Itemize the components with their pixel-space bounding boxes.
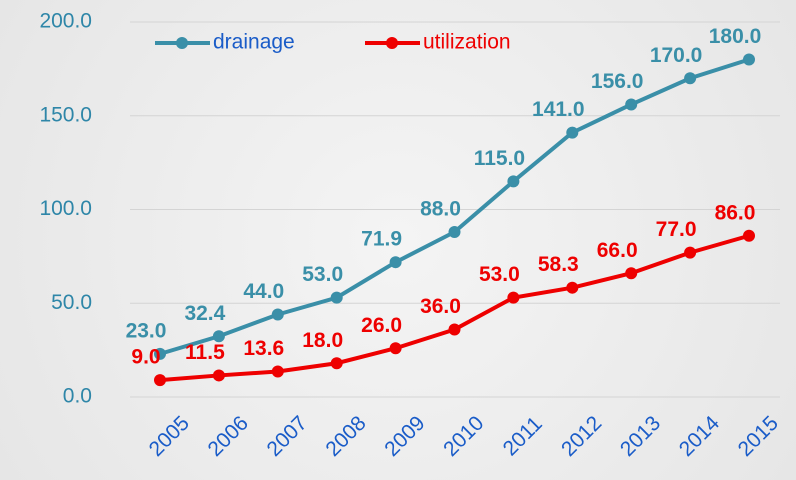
marker <box>625 267 638 280</box>
marker <box>566 281 579 294</box>
x-tick-label: 2013 <box>616 412 665 461</box>
data-label: 23.0 <box>126 319 167 342</box>
marker <box>566 126 579 139</box>
x-tick-label: 2005 <box>145 412 194 461</box>
legend-marker <box>176 37 188 49</box>
marker <box>212 330 225 343</box>
marker <box>684 246 697 259</box>
y-tick-label: 50.0 <box>51 291 92 314</box>
marker <box>684 72 697 85</box>
legend-label: drainage <box>213 31 295 54</box>
data-label: 66.0 <box>597 239 638 262</box>
y-tick-label: 0.0 <box>63 385 92 408</box>
data-label: 9.0 <box>131 346 160 369</box>
data-label: 18.0 <box>302 329 343 352</box>
data-label: 53.0 <box>479 263 520 286</box>
marker <box>154 374 166 387</box>
marker <box>743 53 755 66</box>
data-label: 88.0 <box>420 198 461 221</box>
x-tick-label: 2009 <box>380 412 429 461</box>
data-label: 13.6 <box>243 337 284 360</box>
data-label: 86.0 <box>715 201 756 224</box>
y-tick-label: 150.0 <box>39 103 92 126</box>
marker <box>507 291 520 304</box>
x-tick-label: 2007 <box>262 412 311 461</box>
marker <box>448 323 461 336</box>
data-label: 53.0 <box>302 263 343 286</box>
marker <box>743 229 755 242</box>
legend-label: utilization <box>423 31 511 54</box>
data-label: 115.0 <box>474 147 525 170</box>
x-tick-label: 2011 <box>499 412 547 460</box>
data-label: 180.0 <box>709 25 762 48</box>
data-label: 71.9 <box>361 228 402 251</box>
data-label: 36.0 <box>420 295 461 318</box>
marker <box>330 357 343 370</box>
marker <box>271 308 284 321</box>
x-tick-label: 2014 <box>675 411 725 461</box>
legend-marker <box>386 37 398 49</box>
data-label: 77.0 <box>656 218 697 241</box>
x-tick-label: 2015 <box>734 412 783 461</box>
marker <box>625 98 638 111</box>
data-label: 170.0 <box>650 44 703 67</box>
x-tick-label: 2010 <box>439 412 488 461</box>
data-label: 141.0 <box>532 98 585 121</box>
y-tick-label: 200.0 <box>39 10 92 33</box>
marker <box>448 226 461 238</box>
x-tick-label: 2012 <box>557 412 606 461</box>
data-label: 44.0 <box>243 280 284 303</box>
marker <box>507 175 520 188</box>
marker <box>271 365 284 378</box>
marker <box>389 256 402 269</box>
data-label: 32.4 <box>184 302 225 325</box>
marker <box>154 347 166 360</box>
marker <box>330 291 343 304</box>
y-tick-label: 100.0 <box>39 197 92 220</box>
data-label: 156.0 <box>591 70 644 93</box>
data-label: 11.5 <box>185 341 225 364</box>
data-label: 26.0 <box>361 314 402 337</box>
marker <box>389 342 402 355</box>
x-tick-label: 2008 <box>321 412 370 461</box>
data-label: 58.3 <box>538 253 579 276</box>
x-tick-label: 2006 <box>204 412 253 461</box>
marker <box>212 369 225 382</box>
